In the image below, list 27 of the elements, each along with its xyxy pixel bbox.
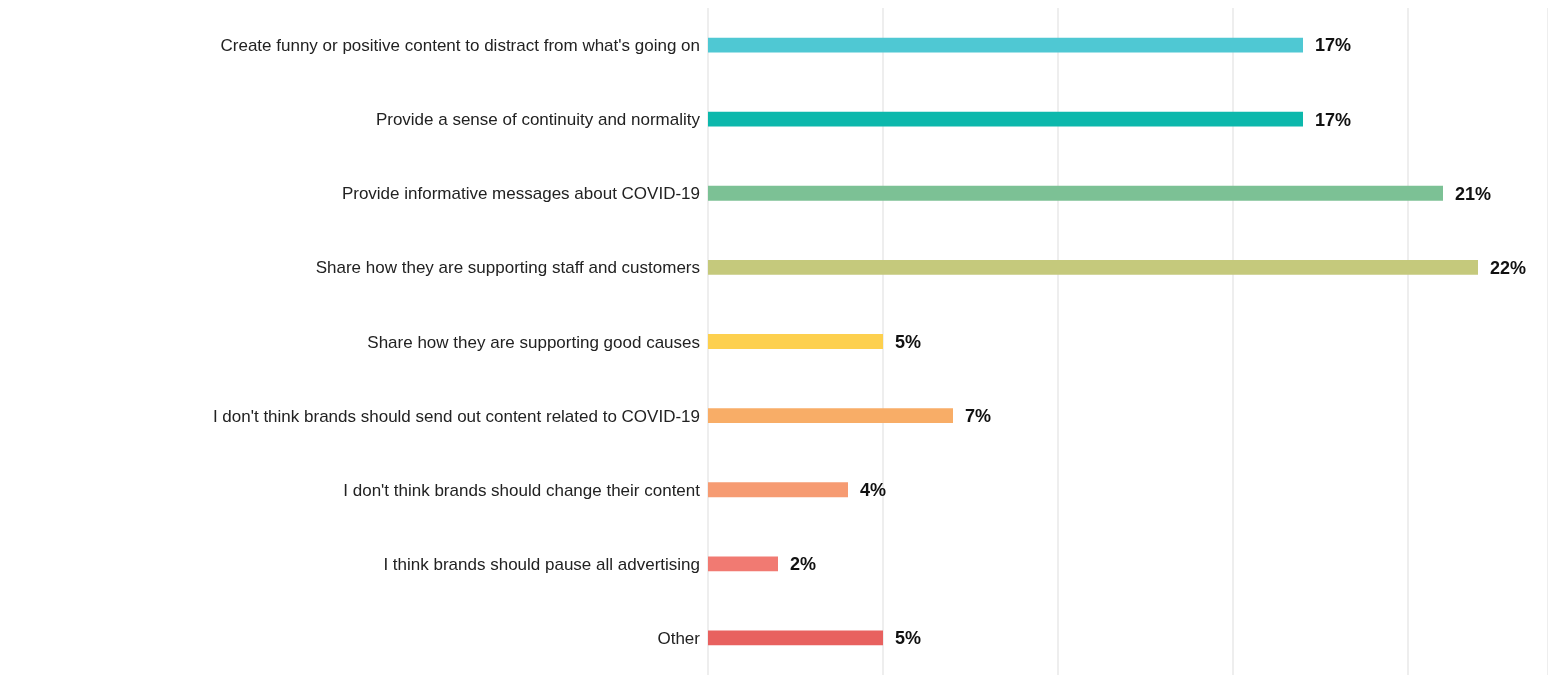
- bar: [708, 334, 883, 349]
- data-label: 17%: [1315, 109, 1352, 130]
- y-tick-label: Provide informative messages about COVID-19: [341, 184, 700, 204]
- y-tick-label: Share how they are supporting good causes: [367, 332, 700, 352]
- y-tick-label: Create funny or positive content to distract from what's going on: [220, 36, 700, 56]
- bar: [708, 111, 1303, 127]
- y-tick-label: I don't think brands should send out content related to COVID-19: [212, 406, 700, 426]
- bar: [708, 408, 953, 424]
- bar: [708, 37, 1303, 53]
- y-tick-label: Provide a sense of continuity and normality: [375, 110, 701, 130]
- y-tick-label: Share how they are supporting staff and customers: [315, 258, 700, 278]
- data-label: 2%: [790, 554, 817, 575]
- y-tick-label: I don't think brands should change their content: [343, 480, 701, 500]
- bar: [708, 556, 778, 572]
- y-tick-label: Other: [657, 628, 701, 648]
- data-label: 5%: [895, 331, 922, 352]
- y-tick-label: I think brands should pause all advertising: [383, 554, 700, 574]
- data-label: 4%: [860, 480, 887, 501]
- bar: [708, 482, 848, 498]
- data-label: 21%: [1455, 183, 1492, 204]
- data-label: 22%: [1490, 257, 1527, 278]
- data-label: 7%: [965, 406, 992, 426]
- data-label: 5%: [895, 628, 922, 649]
- bar: [708, 185, 1443, 201]
- bar: [708, 630, 883, 646]
- bar: [708, 259, 1478, 275]
- data-label: 17%: [1315, 35, 1352, 56]
